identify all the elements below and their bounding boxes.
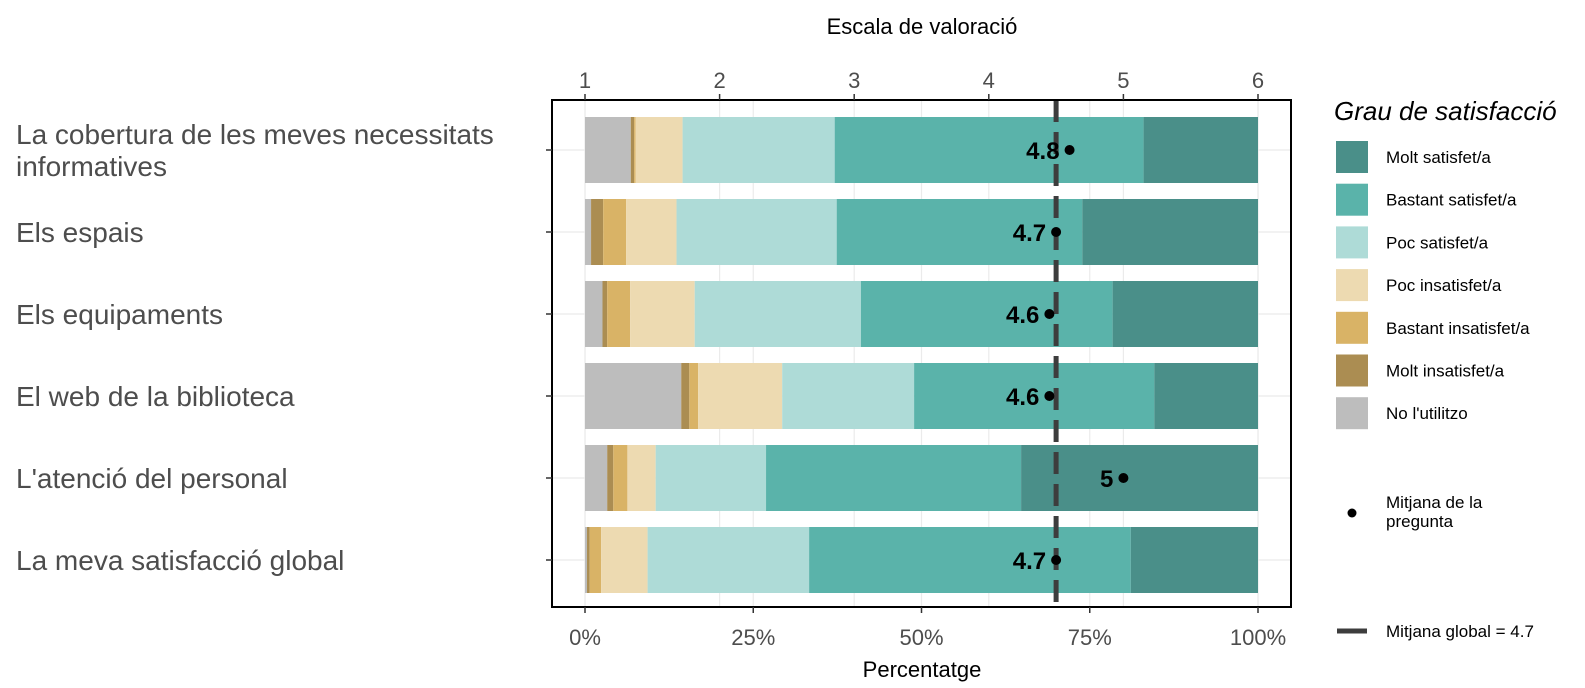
bar-segment	[607, 445, 614, 511]
legend-swatch	[1336, 354, 1368, 387]
mean-dot	[1064, 145, 1075, 155]
bar-segment	[613, 445, 628, 511]
legend-swatch	[1336, 311, 1368, 344]
bar-segment	[1082, 199, 1258, 265]
bar-segment	[681, 363, 690, 429]
bar-segment	[585, 527, 588, 593]
category-label: La meva satisfacció global	[16, 545, 344, 576]
bar-segment	[601, 527, 648, 593]
category-label: informatives	[16, 151, 167, 182]
top-tick-label: 1	[579, 68, 591, 93]
bottom-tick-label: 75%	[1068, 625, 1112, 650]
category-label: L'atenció del personal	[16, 463, 288, 494]
bar-segment	[1021, 445, 1258, 511]
legend-mean-label: Mitjana de la	[1386, 493, 1483, 512]
bar-segment	[627, 445, 656, 511]
legend-swatch	[1336, 269, 1368, 302]
legend-label: Poc insatisfet/a	[1386, 276, 1502, 295]
bar-segment	[682, 117, 835, 183]
category-label: Els espais	[16, 217, 144, 248]
bar-segment	[860, 281, 1113, 347]
legend-label: Bastant satisfet/a	[1386, 191, 1517, 210]
legend-swatch	[1336, 141, 1368, 173]
category-label: La cobertura de les meves necessitats	[16, 119, 494, 150]
x-axis-title: Percentatge	[863, 657, 982, 682]
bar-segment	[1143, 117, 1258, 183]
bar-segment	[766, 445, 1022, 511]
bottom-tick-label: 0%	[569, 625, 601, 650]
bar-segment	[585, 363, 682, 429]
mean-dot	[1044, 309, 1055, 319]
bottom-tick-label: 25%	[731, 625, 775, 650]
bottom-tick-label: 100%	[1230, 625, 1286, 650]
mean-label: 4.6	[1006, 302, 1039, 329]
bar-segment	[603, 199, 627, 265]
category-labels: La cobertura de les meves necessitatsinf…	[16, 119, 494, 576]
bar-segment	[587, 527, 590, 593]
bar-segment	[630, 281, 695, 347]
bar-segment	[634, 117, 636, 183]
category-label: Els equipaments	[16, 299, 223, 330]
bars	[585, 117, 1258, 593]
bar-segment	[585, 117, 631, 183]
bar-segment	[655, 445, 767, 511]
bar-segment	[607, 281, 631, 347]
legend-label: No l'utilitzo	[1386, 404, 1468, 423]
top-tick-label: 4	[983, 68, 995, 93]
legend: Grau de satisfacció Molt satisfet/a Bastan…	[1334, 96, 1557, 641]
bar-segment	[914, 363, 1155, 429]
mean-overlay: 4.8 4.7 4.6 4.6 5 4.7	[1006, 100, 1129, 607]
legend-swatch	[1336, 226, 1368, 259]
mean-label: 4.8	[1026, 138, 1059, 165]
top-tick-label: 3	[848, 68, 860, 93]
bar-segment	[585, 199, 592, 265]
legend-title: Grau de satisfacció	[1334, 96, 1557, 126]
top-tick-label: 6	[1252, 68, 1264, 93]
bar-segment	[626, 199, 677, 265]
bar-segment	[630, 117, 635, 183]
top-axis-title: Escala de valoració	[827, 14, 1018, 39]
mean-label: 4.6	[1006, 384, 1039, 411]
bar-segment	[1112, 281, 1258, 347]
bar-segment	[782, 363, 915, 429]
bar-segment	[698, 363, 783, 429]
top-tick-label: 5	[1117, 68, 1129, 93]
legend-label: Molt satisfet/a	[1386, 148, 1491, 167]
bar-segment	[689, 363, 699, 429]
bar-segment	[676, 199, 837, 265]
mean-dot	[1118, 473, 1129, 483]
legend-global-mean-label: Mitjana global = 4.7	[1386, 622, 1534, 641]
bar-segment	[836, 199, 1083, 265]
mean-label: 4.7	[1013, 548, 1046, 575]
top-tick-label: 2	[713, 68, 725, 93]
mean-dot	[1051, 555, 1062, 565]
mean-dot	[1044, 391, 1055, 401]
bar-segment	[585, 281, 603, 347]
bar-segment	[602, 281, 608, 347]
bar-segment	[1130, 527, 1258, 593]
bar-segment	[585, 445, 608, 511]
legend-label: Poc satisfet/a	[1386, 233, 1489, 252]
mean-dot	[1051, 227, 1062, 237]
mean-label: 4.7	[1013, 220, 1046, 247]
bar-segment	[834, 117, 1144, 183]
mean-label: 5	[1100, 466, 1113, 493]
bar-segment	[809, 527, 1131, 593]
bottom-tick-label: 50%	[899, 625, 943, 650]
bar-segment	[647, 527, 810, 593]
legend-swatch	[1336, 397, 1368, 430]
legend-label: Molt insatisfet/a	[1386, 362, 1505, 381]
legend-label: Bastant insatisfet/a	[1386, 319, 1530, 338]
legend-mean-dot	[1347, 508, 1357, 518]
legend-swatch	[1336, 183, 1368, 216]
bar-segment	[589, 527, 602, 593]
legend-mean-label: pregunta	[1386, 512, 1454, 531]
bar-segment	[635, 117, 683, 183]
axes: 1 2 3 4 5 6 0% 25% 50% 75% 100%	[546, 68, 1292, 650]
bar-segment	[591, 199, 604, 265]
bar-segment	[694, 281, 861, 347]
bar-segment	[1154, 363, 1258, 429]
category-label: El web de la biblioteca	[16, 381, 295, 412]
